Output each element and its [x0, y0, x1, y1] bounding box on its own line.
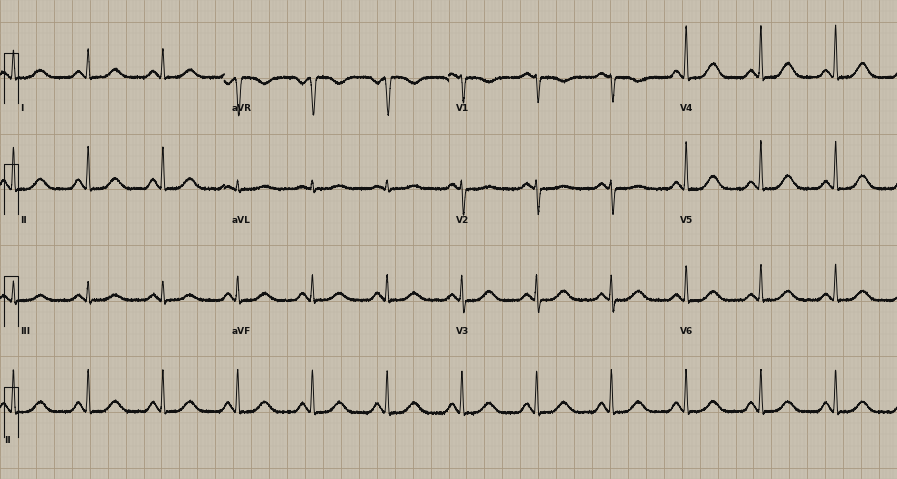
Text: II: II	[20, 216, 27, 225]
Text: V4: V4	[680, 104, 693, 114]
Text: V5: V5	[680, 216, 693, 225]
Text: aVR: aVR	[231, 104, 251, 114]
Text: V6: V6	[680, 327, 693, 336]
Text: aVF: aVF	[231, 327, 250, 336]
Text: aVL: aVL	[231, 216, 250, 225]
Text: V1: V1	[456, 104, 469, 114]
Text: I: I	[20, 104, 23, 114]
Text: III: III	[20, 327, 30, 336]
Text: V3: V3	[456, 327, 469, 336]
Text: II: II	[4, 436, 12, 445]
Text: V2: V2	[456, 216, 469, 225]
